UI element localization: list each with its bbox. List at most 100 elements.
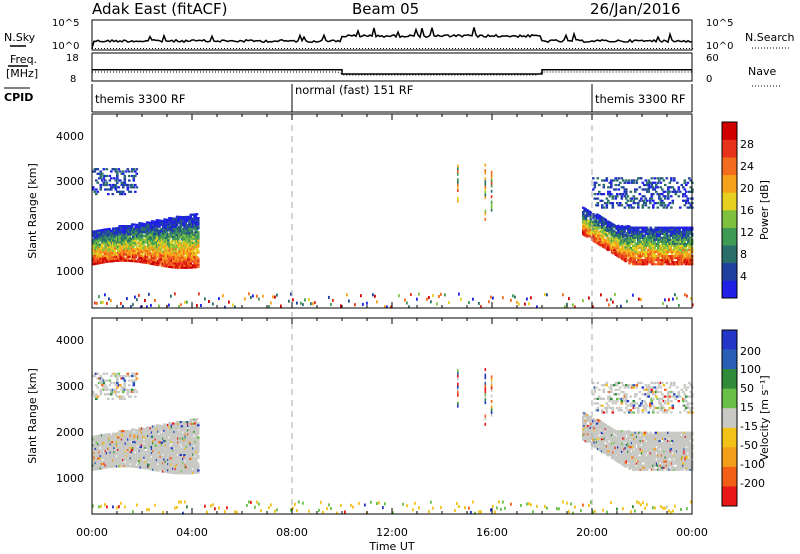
velocity-cell bbox=[167, 465, 170, 468]
velocity-cell bbox=[123, 458, 126, 462]
power-cell bbox=[662, 195, 666, 198]
power-cell bbox=[623, 230, 626, 233]
power-cell bbox=[101, 172, 104, 175]
velocity-cell bbox=[130, 463, 134, 466]
freq-right-top-tick: 60 bbox=[706, 53, 719, 64]
power-cell bbox=[592, 233, 595, 236]
power-cell bbox=[620, 253, 624, 256]
velocity-cell bbox=[97, 436, 100, 440]
power-cell bbox=[628, 250, 631, 253]
velocity-cell bbox=[194, 467, 198, 470]
velocity-cell bbox=[139, 460, 143, 463]
velocity-cell bbox=[193, 453, 196, 456]
velocity-cell bbox=[164, 429, 168, 432]
power-cell bbox=[105, 234, 109, 237]
power-cell bbox=[660, 226, 664, 229]
power-cell bbox=[104, 240, 108, 243]
power-cell bbox=[596, 197, 600, 200]
power-cell bbox=[172, 245, 175, 249]
power-cell bbox=[150, 303, 152, 307]
velocity-cell bbox=[185, 451, 189, 454]
velocity-cell bbox=[132, 440, 135, 443]
power-cell bbox=[590, 222, 594, 225]
power-cell bbox=[137, 238, 140, 241]
power-cell bbox=[634, 188, 637, 191]
velocity-cell bbox=[197, 469, 200, 472]
power-cell bbox=[390, 305, 392, 309]
power-cell bbox=[131, 170, 134, 173]
power-cell bbox=[687, 234, 690, 237]
power-cell bbox=[99, 188, 103, 191]
power-cell bbox=[628, 260, 631, 263]
power-cell bbox=[610, 181, 613, 184]
power-cell bbox=[197, 233, 200, 236]
power-cell bbox=[668, 181, 672, 184]
power-cell bbox=[605, 202, 609, 205]
power-cell bbox=[328, 295, 330, 299]
power-cell bbox=[629, 234, 633, 237]
power-cell bbox=[132, 235, 135, 238]
power-cell bbox=[195, 213, 199, 216]
power-cell bbox=[654, 226, 658, 229]
power-cell bbox=[132, 303, 134, 307]
power-cell bbox=[184, 300, 186, 304]
power-cell bbox=[605, 197, 609, 200]
power-cell bbox=[628, 181, 631, 184]
velocity-cell bbox=[143, 434, 146, 437]
power-cell bbox=[154, 257, 158, 260]
power-cell bbox=[622, 193, 625, 196]
power-cell bbox=[635, 181, 639, 184]
power-cell bbox=[490, 176, 493, 180]
velocity-cell bbox=[162, 431, 165, 434]
power-cell bbox=[682, 199, 685, 202]
power-cell bbox=[114, 168, 118, 171]
power-cell bbox=[618, 249, 621, 253]
power-cell bbox=[97, 252, 100, 255]
velocity-cell bbox=[172, 465, 175, 468]
power-cell bbox=[658, 234, 661, 237]
power-cell bbox=[624, 245, 628, 248]
power-cell bbox=[222, 294, 224, 298]
velocity-cell bbox=[584, 421, 588, 424]
velocity-cell bbox=[127, 446, 130, 449]
power-cell bbox=[617, 183, 621, 187]
velocity-cell bbox=[122, 430, 125, 433]
velocity-cell bbox=[105, 439, 109, 442]
velocity-cell bbox=[197, 438, 200, 441]
power-cell bbox=[632, 195, 636, 198]
power-cell bbox=[601, 204, 604, 207]
velocity-cell bbox=[179, 453, 183, 456]
power-cell bbox=[613, 179, 616, 182]
power-cbar-swatch bbox=[722, 280, 737, 299]
velocity-cell bbox=[138, 433, 141, 436]
power-cell bbox=[134, 183, 137, 187]
power-cell bbox=[174, 217, 178, 220]
velocity-cell bbox=[114, 436, 118, 439]
power-cell bbox=[649, 197, 652, 200]
power-cell bbox=[645, 226, 649, 229]
power-cell bbox=[97, 243, 100, 247]
power-cell bbox=[170, 294, 172, 298]
power-cell bbox=[675, 242, 679, 245]
power-cell bbox=[647, 188, 651, 191]
power-cell bbox=[648, 232, 651, 235]
power-cell bbox=[629, 257, 633, 260]
power-cell bbox=[667, 197, 670, 200]
velocity-cell bbox=[588, 430, 591, 433]
velocity-cell bbox=[162, 451, 165, 455]
power-cell bbox=[125, 227, 129, 230]
power-cell bbox=[655, 232, 659, 235]
power-cell bbox=[362, 302, 364, 306]
power-cell bbox=[688, 248, 691, 252]
power-cell bbox=[290, 292, 292, 296]
power-cell bbox=[592, 188, 595, 191]
power-cell bbox=[685, 250, 689, 254]
power-cell bbox=[622, 236, 625, 239]
power-cell bbox=[683, 199, 687, 202]
power-cell bbox=[670, 238, 674, 241]
power-cell bbox=[637, 234, 640, 237]
power-cell bbox=[137, 242, 140, 245]
power-cell bbox=[599, 193, 603, 196]
power-cell bbox=[671, 190, 675, 193]
power-cell bbox=[658, 193, 661, 196]
